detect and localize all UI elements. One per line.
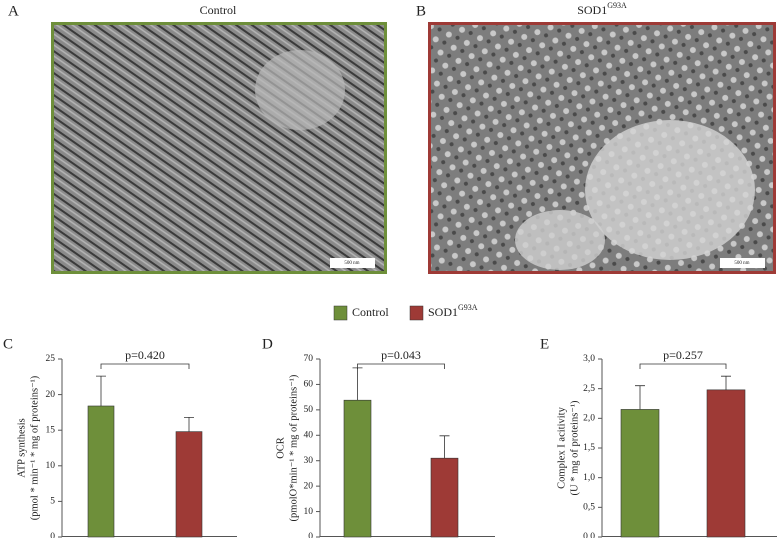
y-axis-label: (pmolO*min⁻¹ * mg of proteins⁻¹) xyxy=(288,374,299,521)
y-tick-label: 0,5 xyxy=(583,503,595,513)
y-tick-label: 15 xyxy=(46,425,56,435)
y-tick-label: 70 xyxy=(304,354,314,364)
y-tick-label: 3,0 xyxy=(583,354,595,364)
y-tick-label: 5 xyxy=(50,497,55,507)
bar xyxy=(430,457,459,538)
panel-label: C xyxy=(3,336,13,352)
bar xyxy=(706,389,746,538)
y-tick-label: 10 xyxy=(304,507,314,517)
image-title: SOD1G93A xyxy=(577,1,627,17)
image-texture xyxy=(255,50,345,130)
panel-label: A xyxy=(8,3,19,19)
y-tick-label: 20 xyxy=(46,390,56,400)
y-tick-label: 0 xyxy=(308,532,313,538)
y-tick-label: 40 xyxy=(304,430,314,440)
p-value: p=0.420 xyxy=(125,348,165,362)
significance-bracket xyxy=(357,363,445,369)
legend-swatch xyxy=(333,305,348,321)
scale-bar-box xyxy=(720,258,765,268)
title-sup: G93A xyxy=(607,1,627,10)
em-image xyxy=(51,22,387,274)
image-texture xyxy=(585,120,755,260)
y-axis-label: ATP synthesis xyxy=(16,418,27,477)
error-bar xyxy=(439,435,450,459)
panel-label: D xyxy=(262,336,273,352)
p-value: p=0.257 xyxy=(663,348,703,362)
y-tick-label: 1,5 xyxy=(583,443,595,453)
y-axis-label: OCR xyxy=(275,437,286,459)
legend-label: Control xyxy=(352,305,389,319)
legend-swatch xyxy=(409,305,424,321)
legend-sup: G93A xyxy=(458,303,478,312)
y-tick-label: 2,0 xyxy=(583,414,595,424)
y-tick-label: 25 xyxy=(46,354,56,364)
error-bar xyxy=(635,385,645,410)
y-tick-label: 60 xyxy=(304,380,314,390)
title-text: SOD1 xyxy=(577,3,607,17)
error-bar xyxy=(721,375,731,390)
y-tick-label: 2,5 xyxy=(583,384,595,394)
y-tick-label: 10 xyxy=(46,461,56,471)
y-axis-label: Complex I acitivity xyxy=(556,406,567,488)
error-bar xyxy=(96,375,106,406)
panel-label: E xyxy=(540,336,549,352)
image-texture xyxy=(515,210,605,270)
y-tick-label: 30 xyxy=(304,456,314,466)
bar xyxy=(620,409,660,538)
scale-bar-box xyxy=(330,258,375,268)
error-bar xyxy=(184,416,194,432)
y-tick-label: 0,0 xyxy=(583,532,595,538)
significance-bracket xyxy=(100,363,190,369)
legend-label: SOD1G93A xyxy=(428,303,478,319)
y-axis-label: (pmol * min⁻¹ * mg of proteins⁻¹) xyxy=(29,375,40,520)
significance-bracket xyxy=(639,363,727,369)
scale-bar-label: 500 nm xyxy=(734,261,749,266)
y-tick-label: 50 xyxy=(304,405,314,415)
image-title: Control xyxy=(200,3,237,17)
y-tick-label: 20 xyxy=(304,481,314,491)
legend-text: SOD1 xyxy=(428,305,458,319)
y-axis-label: (U * mg of proteins⁻¹) xyxy=(569,400,580,496)
error-bar xyxy=(352,367,363,401)
bar xyxy=(343,399,372,538)
bar xyxy=(87,405,115,538)
scale-bar-label: 500 nm xyxy=(344,261,359,266)
y-tick-label: 0 xyxy=(50,532,55,538)
p-value: p=0.043 xyxy=(381,348,421,362)
panel-label: B xyxy=(416,3,426,19)
y-tick-label: 1,0 xyxy=(583,473,595,483)
bar xyxy=(175,431,203,538)
